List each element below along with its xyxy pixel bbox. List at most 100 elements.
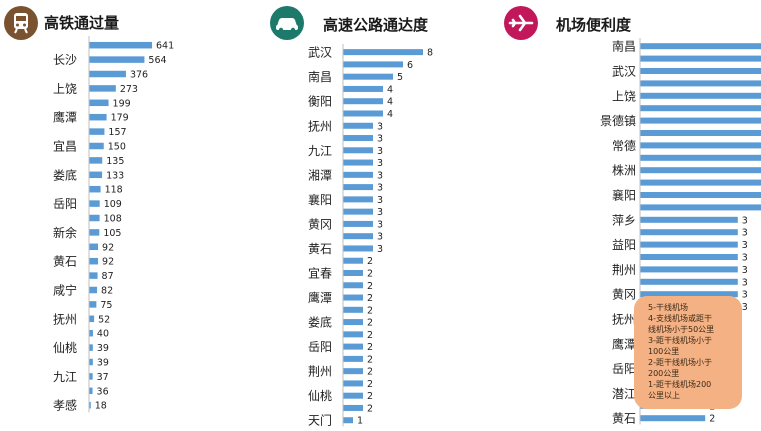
car-icon	[270, 6, 304, 40]
value-label: 641	[156, 41, 174, 52]
bar	[343, 269, 363, 276]
legend-line: 5-干线机场	[648, 303, 688, 312]
bar	[343, 245, 373, 252]
value-label: 92	[102, 242, 114, 253]
value-label: 6	[407, 60, 413, 71]
category-label: 孝感	[53, 398, 77, 413]
bar	[89, 373, 93, 380]
panel-highway-access: 高速公路通达度 8 武汉 6 5 南昌 4 4 衡阳 4 3 抚州 3 3 九江 3 3 湘潭 3 3 襄阳 3 3 黄冈 3…	[255, 0, 495, 431]
bar	[89, 301, 97, 308]
value-label: 4	[387, 109, 393, 120]
bar	[343, 184, 373, 191]
category-label: 鹰潭	[53, 110, 77, 125]
legend-line: 公里以上	[648, 391, 680, 400]
value-label: 150	[108, 142, 126, 153]
category-label: 抚州	[53, 312, 77, 326]
bar	[640, 204, 761, 211]
value-label: 376	[130, 70, 148, 81]
category-label: 萍乡	[612, 213, 636, 227]
category-label: 黄冈	[612, 288, 636, 302]
value-label: 18	[95, 401, 107, 412]
bar	[89, 85, 116, 92]
value-label: 3	[742, 277, 748, 288]
bar	[343, 159, 373, 166]
value-label: 36	[97, 386, 109, 397]
value-label: 1	[357, 416, 363, 427]
category-label: 娄底	[53, 167, 77, 182]
legend-box: 5-干线机场 4-支线机场或距干 线机场小于50公里 3-距干线机场小于 100…	[634, 296, 742, 409]
bar	[89, 243, 99, 251]
bar	[89, 142, 104, 150]
value-label: 179	[111, 113, 129, 124]
category-label: 黄石	[53, 255, 77, 269]
bar	[343, 306, 363, 313]
category-label: 岳阳	[308, 340, 332, 354]
bar	[343, 355, 363, 362]
bar	[89, 315, 95, 323]
bar	[343, 257, 363, 264]
value-label: 135	[106, 156, 124, 167]
bar	[640, 80, 761, 87]
value-label: 2	[709, 414, 715, 425]
bar	[343, 343, 363, 350]
value-label: 5	[397, 72, 403, 83]
bar	[343, 331, 363, 338]
value-label: 3	[742, 240, 748, 251]
value-label: 118	[105, 185, 123, 196]
bar	[89, 286, 98, 294]
bar	[89, 358, 93, 366]
category-label: 九江	[53, 370, 77, 384]
value-label: 3	[377, 232, 383, 243]
bar	[343, 319, 363, 326]
bar	[343, 49, 423, 56]
bar	[343, 122, 373, 129]
legend-line: 200公里	[648, 369, 680, 378]
bar	[640, 266, 738, 273]
value-label: 39	[97, 358, 109, 369]
category-label: 仙桃	[53, 340, 77, 355]
bar	[89, 272, 98, 279]
bar	[640, 254, 738, 260]
value-label: 3	[377, 121, 383, 132]
bar	[89, 70, 126, 78]
value-label: 3	[742, 253, 748, 264]
panel-rail-throughput: 高铁通过量 641 564 长沙 376 273 上饶 199 179 鹰潭 157 150 宜昌 13…	[0, 0, 250, 431]
panel-title: 高速公路通达度	[323, 16, 429, 34]
category-label: 上饶	[612, 89, 636, 103]
legend-line: 4-支线机场或距干	[648, 314, 712, 323]
airplane-icon	[504, 6, 538, 40]
category-label: 武汉	[612, 65, 636, 79]
category-label: 娄底	[308, 315, 332, 330]
value-label: 3	[742, 302, 748, 313]
value-label: 52	[98, 314, 110, 325]
value-label: 3	[742, 265, 748, 276]
bar	[640, 105, 761, 112]
category-label: 鹰潭	[308, 290, 332, 305]
legend-line: 2-距干线机场小于	[648, 358, 712, 367]
value-label: 2	[367, 379, 373, 390]
value-label: 3	[377, 219, 383, 230]
bar	[343, 85, 383, 92]
value-label: 3	[377, 244, 383, 255]
value-label: 3	[377, 170, 383, 181]
bar	[89, 157, 103, 164]
bar	[89, 387, 93, 395]
value-label: 37	[97, 372, 109, 383]
value-label: 2	[367, 403, 373, 414]
bar	[89, 113, 107, 121]
value-label: 2	[367, 391, 373, 402]
bar	[89, 401, 91, 409]
category-label: 潜江	[612, 387, 636, 401]
value-label: 199	[113, 98, 131, 109]
bar	[343, 73, 393, 80]
bar	[89, 185, 101, 193]
bar	[640, 130, 761, 136]
bar	[640, 179, 761, 186]
bar	[343, 220, 373, 227]
category-label: 衡阳	[308, 95, 332, 109]
train-icon	[4, 6, 38, 40]
value-label: 2	[367, 330, 373, 341]
category-label: 黄冈	[308, 217, 332, 231]
bar	[343, 282, 363, 289]
value-label: 82	[101, 286, 113, 297]
